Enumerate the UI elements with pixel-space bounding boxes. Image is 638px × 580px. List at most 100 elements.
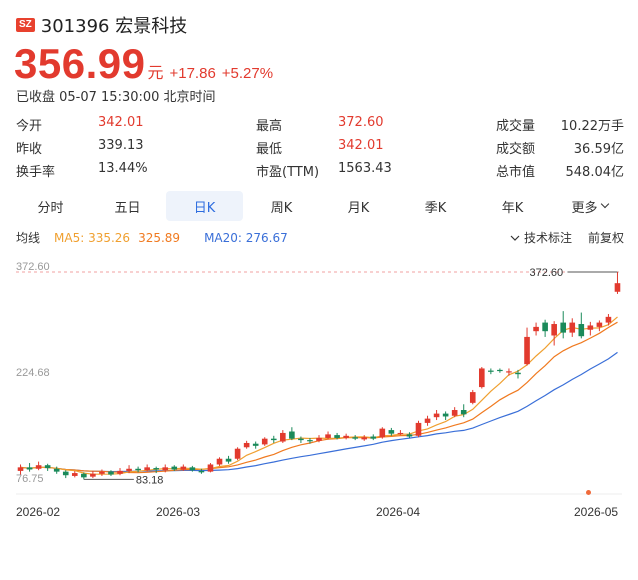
tab-daily-k[interactable]: 日K	[166, 191, 243, 221]
candle-body	[424, 418, 431, 423]
tab-label: 更多	[571, 200, 598, 216]
stat-turnover-amount: 成交额 36.59亿	[496, 138, 624, 157]
candle-body	[252, 443, 259, 446]
candle-body	[442, 413, 449, 417]
y-tick-label: 224.68	[16, 367, 50, 379]
candle-body	[569, 322, 576, 333]
candle-body	[560, 322, 567, 333]
stat-market-cap: 总市值 548.04亿	[496, 161, 624, 180]
candle-body	[135, 468, 141, 471]
stat-label: 昨收	[16, 142, 43, 157]
candle-body	[415, 422, 422, 436]
chevron-down-icon	[510, 235, 520, 241]
candle-body	[62, 471, 69, 476]
candle-body	[144, 467, 150, 471]
tab-intraday[interactable]: 分时	[12, 191, 89, 221]
stock-header: SZ 301396 宏景科技	[16, 12, 187, 38]
price-unit: 元	[147, 65, 164, 82]
tab-label: 五日	[114, 200, 141, 216]
candle-body	[81, 473, 87, 478]
price-row: 356.99 元 +17.86 +5.27%	[14, 40, 273, 88]
tech-annotation-toggle[interactable]: 技术标注	[510, 229, 572, 246]
candle-body	[596, 322, 603, 327]
chevron-down-icon	[600, 199, 609, 209]
candle-body	[406, 434, 413, 437]
stats-grid: 今开 342.01 最高 372.60 成交量 10.22万手 昨收 339.13 最低…	[16, 113, 624, 182]
stat-value: 339.13	[98, 138, 144, 153]
stat-label: 今开	[16, 119, 43, 134]
candle-body	[578, 324, 585, 337]
tab-more[interactable]: 更多	[551, 191, 628, 221]
stat-value: 1563.43	[338, 161, 392, 176]
tab-five-day[interactable]: 五日	[89, 191, 166, 221]
stock-code-name[interactable]: 301396 宏景科技	[40, 16, 188, 37]
tab-label: 季K	[424, 200, 447, 216]
candle-body	[352, 437, 358, 439]
stat-volume: 成交量 10.22万手	[496, 115, 624, 134]
stat-pe-ttm: 市盈(TTM) 1563.43	[256, 161, 496, 180]
candle-body	[234, 448, 241, 459]
tab-quarterly-k[interactable]: 季K	[397, 191, 474, 221]
stat-open: 今开 342.01	[16, 115, 256, 134]
event-marker[interactable]	[586, 490, 591, 495]
candle-body	[307, 440, 313, 442]
tab-label: 日K	[193, 200, 216, 216]
candle-body	[325, 434, 331, 438]
candle-body	[35, 465, 42, 469]
candle-body	[44, 465, 51, 469]
candle-body	[343, 435, 349, 438]
candle-body	[243, 442, 250, 448]
tab-label: 周K	[270, 200, 293, 216]
stat-value: 13.44%	[98, 161, 148, 176]
candle-body	[108, 471, 114, 475]
candle-body	[316, 437, 322, 441]
stat-label: 市盈(TTM)	[256, 165, 320, 180]
candle-body	[99, 471, 105, 474]
candle-body	[71, 473, 78, 476]
candle-body	[280, 432, 286, 442]
stat-value: 372.60	[338, 115, 384, 130]
candle-body	[479, 368, 485, 388]
tab-label: 月K	[347, 200, 370, 216]
max-price-label: 372.60	[529, 267, 563, 279]
candle-body	[614, 283, 621, 292]
candle-body	[587, 325, 594, 330]
candle-body	[533, 326, 539, 332]
tab-monthly-k[interactable]: 月K	[320, 191, 397, 221]
stat-value: 10.22万手	[560, 119, 624, 134]
candle-body	[17, 467, 24, 471]
ma-label: 均线	[16, 231, 41, 245]
period-tabs: 分时 五日 日K 周K 月K 季K 年K 更多	[12, 191, 628, 221]
stat-prev-close: 昨收 339.13	[16, 138, 256, 157]
candle-body	[370, 436, 377, 439]
tab-label: 年K	[501, 200, 524, 216]
stat-value: 342.01	[98, 115, 144, 130]
tab-label: 分时	[37, 200, 64, 216]
candlestick-chart[interactable]: 372.60 224.68 76.75 372.60 83.18 2026-02 2026-…	[0, 250, 638, 530]
price-change: +17.86	[169, 65, 216, 82]
adjust-mode-button[interactable]: 前复权	[587, 231, 624, 245]
candle-body	[53, 468, 60, 472]
candle-body	[180, 466, 187, 470]
stats-row: 昨收 339.13 最低 342.01 成交额 36.59亿	[16, 136, 624, 159]
candle-body	[460, 410, 467, 415]
price-change-pct: +5.27%	[221, 65, 274, 82]
chart-options: 技术标注 前复权	[510, 229, 624, 246]
stat-label: 总市值	[496, 165, 536, 180]
ma-legend: 均线 MA5: 335.26 325.89 MA20: 276.67 技术标注 …	[16, 229, 624, 246]
y-tick-label: 372.60	[16, 261, 50, 273]
ma5-value: MA5: 335.26	[54, 230, 131, 245]
candle-body	[334, 435, 340, 438]
candle-body	[298, 438, 304, 441]
candle-body	[207, 464, 214, 472]
candle-body	[379, 428, 386, 438]
candle-body	[605, 316, 612, 323]
ma10-value: 325.89	[138, 230, 181, 245]
stats-row: 今开 342.01 最高 372.60 成交量 10.22万手	[16, 113, 624, 136]
candle-body	[388, 430, 395, 434]
candle-body	[189, 467, 196, 471]
x-tick-label: 2026-03	[156, 505, 200, 519]
tab-yearly-k[interactable]: 年K	[474, 191, 551, 221]
tab-weekly-k[interactable]: 周K	[243, 191, 320, 221]
candle-body	[397, 432, 404, 435]
